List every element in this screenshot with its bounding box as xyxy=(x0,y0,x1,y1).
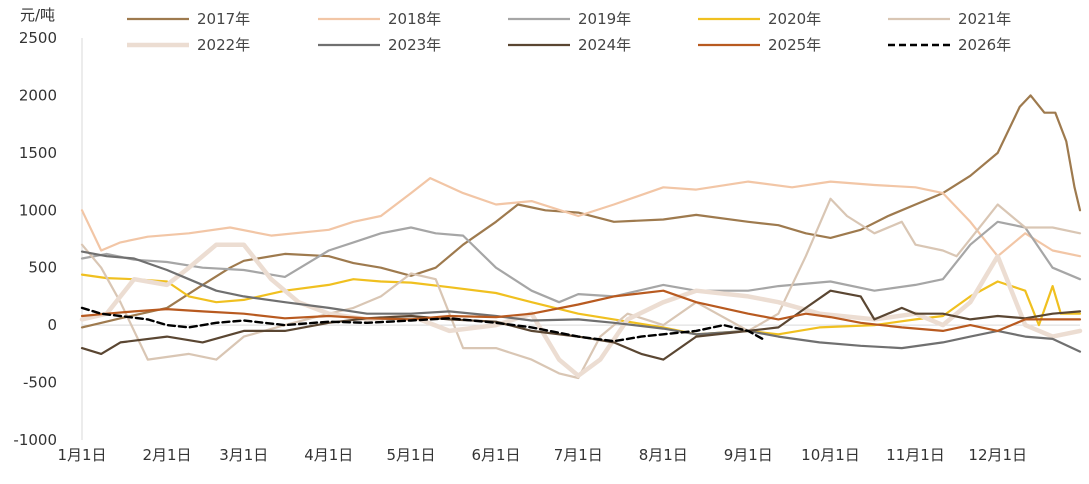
series-line-2018年 xyxy=(80,177,1082,258)
x-tick-label: 1月1日 xyxy=(57,446,106,464)
legend-item: 2021年 xyxy=(888,10,1011,28)
y-axis-unit-label: 元/吨 xyxy=(20,6,55,24)
x-tick-label: 5月1日 xyxy=(386,446,435,464)
legend-item: 2019年 xyxy=(508,10,631,28)
legend-item: 2025年 xyxy=(698,36,821,54)
x-tick-label: 8月1日 xyxy=(639,446,688,464)
legend-label: 2026年 xyxy=(958,36,1011,54)
y-tick-label: -1000 xyxy=(13,431,57,449)
series-line-2019年 xyxy=(80,220,1082,304)
legend-item: 2020年 xyxy=(698,10,821,28)
y-tick-label: 2000 xyxy=(19,86,57,104)
x-tick-label: 10月1日 xyxy=(801,446,860,464)
y-tick-label: 500 xyxy=(28,259,57,277)
legend-label: 2019年 xyxy=(578,10,631,28)
series-line-2026年 xyxy=(80,306,766,343)
y-tick-label: 2500 xyxy=(19,29,57,47)
x-tick-label: 2月1日 xyxy=(142,446,191,464)
legend-item: 2023年 xyxy=(318,36,441,54)
legend-item: 2018年 xyxy=(318,10,441,28)
x-tick-label: 7月1日 xyxy=(554,446,603,464)
legend-label: 2018年 xyxy=(388,10,441,28)
series-line-2017年 xyxy=(80,94,1082,329)
x-axis-tick-labels: 1月1日 2月1日 3月1日 4月1日 5月1日 6月1日 7月1日 8月1日 9月1日 10月1… xyxy=(57,446,1027,464)
legend-label: 2020年 xyxy=(768,10,821,28)
legend-label: 2025年 xyxy=(768,36,821,54)
series-line-2021年 xyxy=(80,197,1082,380)
legend-label: 2021年 xyxy=(958,10,1011,28)
y-tick-label: -500 xyxy=(23,374,57,392)
y-axis-tick-labels: 2500 2000 1500 1000 500 0 -500 -1000 xyxy=(13,29,57,449)
legend-label: 2023年 xyxy=(388,36,441,54)
legend: 2017年 2018年 2019年 2020年 2021年 2022年 2023年 2024年… xyxy=(127,10,1011,54)
series-line-2022年 xyxy=(79,242,1083,378)
x-tick-label: 4月1日 xyxy=(304,446,353,464)
y-tick-label: 1500 xyxy=(19,144,57,162)
legend-item: 2017年 xyxy=(127,10,250,28)
legend-item: 2022年 xyxy=(127,36,250,54)
series-line-2023年 xyxy=(80,250,1082,353)
series-line-2025年 xyxy=(80,289,1082,332)
x-tick-label: 6月1日 xyxy=(471,446,520,464)
x-tick-label: 12月1日 xyxy=(968,446,1027,464)
series-line-2020年 xyxy=(80,273,1082,336)
x-tick-label: 3月1日 xyxy=(219,446,268,464)
legend-item: 2026年 xyxy=(888,36,1011,54)
x-tick-label: 11月1日 xyxy=(886,446,945,464)
legend-label: 2017年 xyxy=(197,10,250,28)
x-tick-label: 9月1日 xyxy=(724,446,773,464)
y-tick-label: 1000 xyxy=(19,201,57,219)
y-tick-label: 0 xyxy=(47,316,57,334)
series-lines xyxy=(79,94,1083,380)
legend-label: 2024年 xyxy=(578,36,631,54)
series-line-2024年 xyxy=(80,289,1082,361)
legend-item: 2024年 xyxy=(508,36,631,54)
legend-label: 2022年 xyxy=(197,36,250,54)
